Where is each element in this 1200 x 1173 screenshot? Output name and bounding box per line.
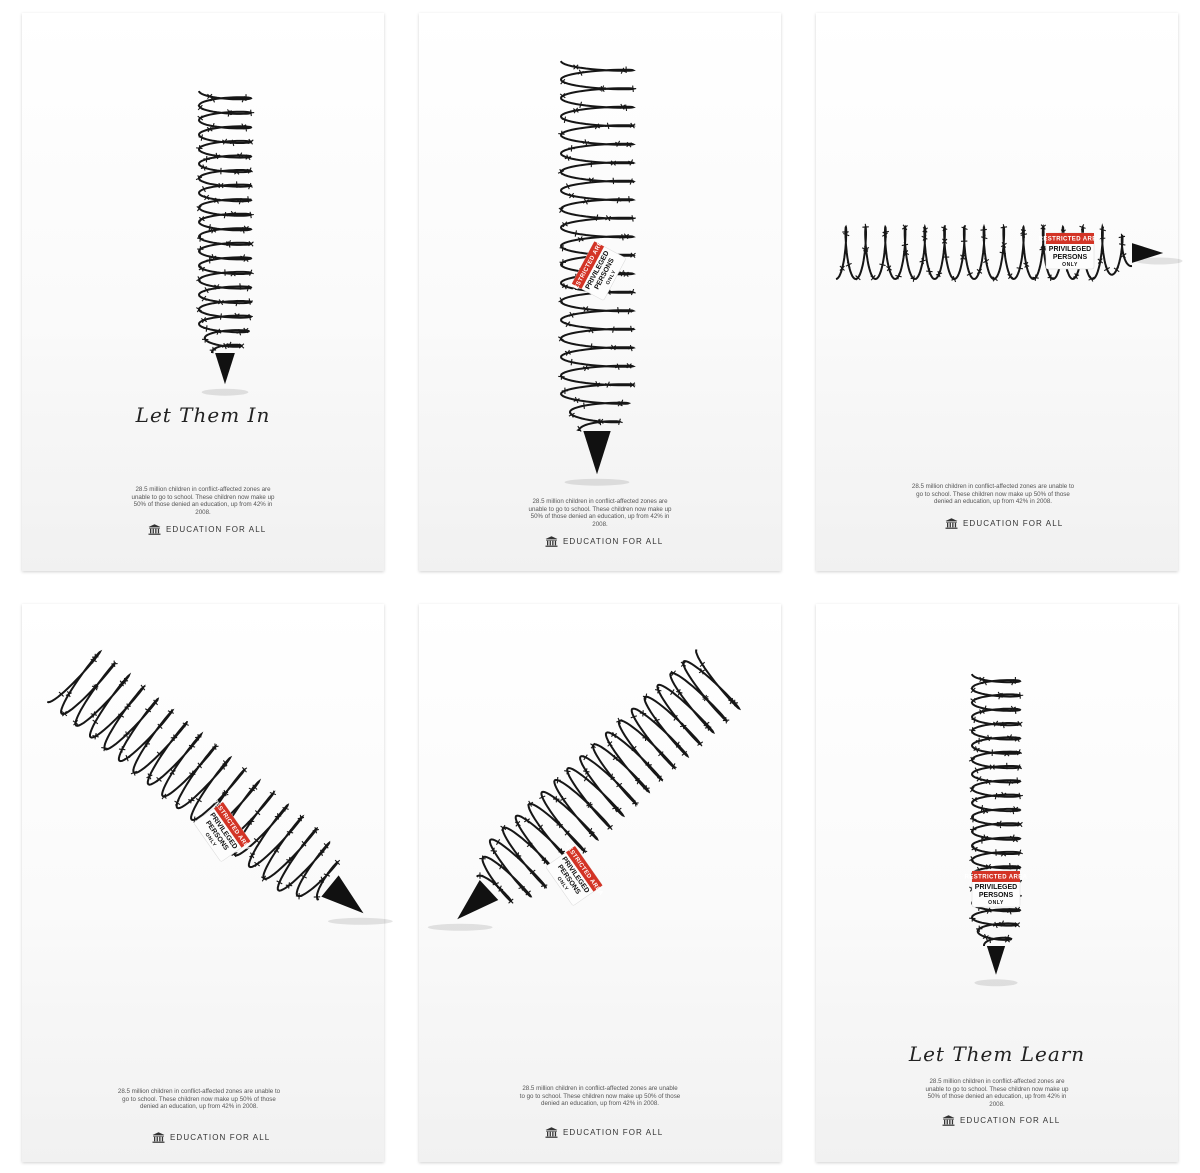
headline: Let Them In (135, 403, 271, 427)
pencil-tip (986, 946, 1006, 975)
pencil-coil (47, 649, 393, 925)
logo-text: EDUCATION FOR ALL (960, 1116, 1061, 1125)
pencil-coil (195, 90, 255, 396)
poster-6: RESTRICTED AREA PRIVILEGED PERSONS ONLY Let… (816, 604, 1178, 1162)
sign-line-privileged: PRIVILEGED (975, 884, 1017, 891)
tip-shadow (564, 478, 630, 486)
barbed-wire-pencil-illustration (195, 90, 255, 396)
barbed-wire-coil (47, 649, 339, 901)
sign-line-only: ONLY (988, 900, 1004, 906)
pencil-tip (321, 875, 364, 914)
logo-text: EDUCATION FOR ALL (963, 519, 1064, 528)
poster-2: RESTRICTED AREA PRIVILEGED PERSONS ONLY 28.… (419, 13, 781, 571)
barbed-wire-coil (559, 60, 636, 431)
sign-line-restricted: RESTRICTED AREA (965, 875, 1028, 881)
tip-shadow (427, 923, 493, 931)
institution-columns-icon (148, 524, 161, 535)
body-text: 28.5 million children in conflict-affect… (117, 1088, 281, 1111)
pencil-tip (1132, 243, 1164, 263)
institution-columns-icon (152, 1132, 165, 1143)
logo-text: EDUCATION FOR ALL (166, 525, 267, 534)
body-text: 28.5 million children in conflict-affect… (528, 498, 672, 528)
wire-barbs (839, 223, 1127, 283)
logo-text: EDUCATION FOR ALL (563, 537, 664, 546)
logo-text: EDUCATION FOR ALL (170, 1133, 271, 1142)
pencil-coil (835, 223, 1183, 283)
institution-columns-icon (945, 518, 958, 529)
sign-line-restricted: RESTRICTED AREA (1039, 237, 1102, 243)
sign-line-only: ONLY (1062, 262, 1078, 268)
barbed-wire-coil (197, 90, 253, 353)
tip-shadow (974, 979, 1018, 987)
pencil-tip (457, 879, 499, 920)
education-for-all-logo: EDUCATION FOR ALL (545, 536, 663, 547)
institution-columns-icon (942, 1115, 955, 1126)
headline: Let Them Learn (908, 1042, 1086, 1066)
sign-line-persons: PERSONS (979, 892, 1014, 899)
education-for-all-logo: EDUCATION FOR ALL (148, 524, 266, 535)
barbed-wire-coil (476, 649, 742, 903)
wire-barbs (195, 93, 255, 354)
logo-text: EDUCATION FOR ALL (563, 1128, 664, 1137)
wire-barbs (476, 661, 738, 904)
pencil-tip (583, 431, 611, 475)
sign-line-privileged: PRIVILEGED (1049, 246, 1091, 253)
body-text: 28.5 million children in conflict-affect… (131, 486, 275, 516)
pencil-tip (215, 353, 235, 385)
tip-shadow (201, 388, 249, 396)
education-for-all-logo: EDUCATION FOR ALL (942, 1115, 1060, 1126)
pencil-coil (427, 649, 742, 931)
body-text: 28.5 million children in conflict-affect… (519, 1085, 681, 1108)
education-for-all-logo: EDUCATION FOR ALL (545, 1127, 663, 1138)
poster-1: Let Them In 28.5 million children in con… (22, 13, 384, 571)
poster-3: RESTRICTED AREA PRIVILEGED PERSONS ONLY 28.… (816, 13, 1183, 571)
institution-columns-icon (545, 1127, 558, 1138)
tip-shadow (327, 917, 393, 925)
tip-shadow (1135, 257, 1183, 265)
body-text: 28.5 million children in conflict-affect… (911, 483, 1075, 506)
pencil-coil (968, 673, 1024, 987)
poster-4: RESTRICTED AREA PRIVILEGED PERSONS ONLY 28.… (22, 604, 393, 1162)
education-for-all-logo: EDUCATION FOR ALL (152, 1132, 270, 1143)
sign-line-persons: PERSONS (1053, 254, 1088, 261)
institution-columns-icon (545, 536, 558, 547)
poster-5: RESTRICTED AREA PRIVILEGED PERSONS ONLY 28.… (419, 604, 781, 1162)
body-text: 28.5 million children in conflict-affect… (925, 1078, 1069, 1108)
education-for-all-logo: EDUCATION FOR ALL (945, 518, 1063, 529)
wire-barbs (58, 653, 341, 901)
